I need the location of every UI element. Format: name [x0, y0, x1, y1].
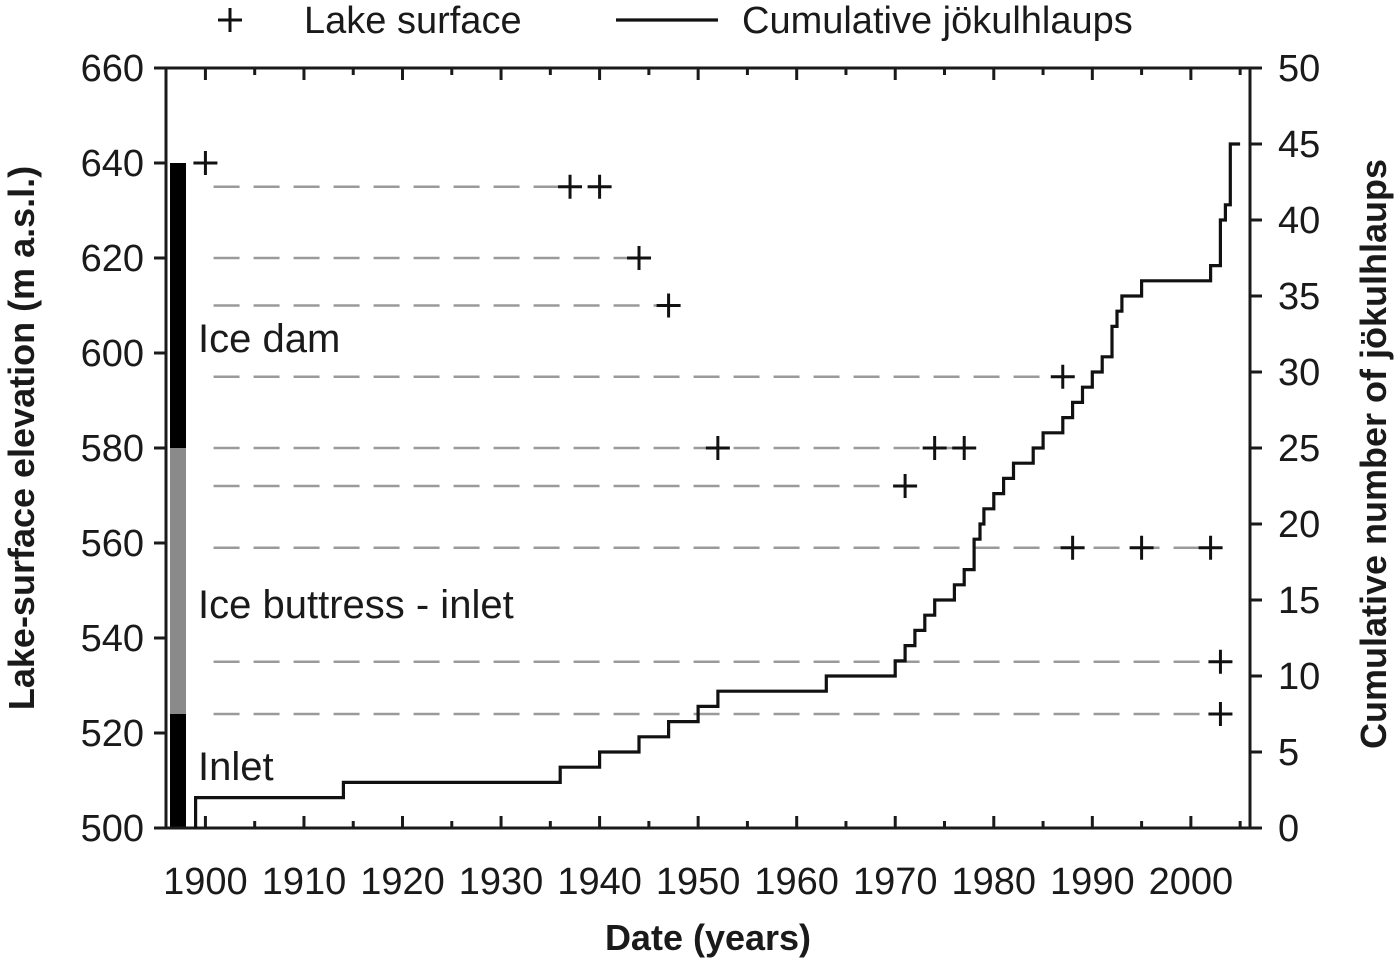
- x-tick-label-1960: 1960: [754, 861, 839, 903]
- y-axis-right-title: Cumulative number of jökulhlaups: [1353, 159, 1394, 749]
- zone-label-0: Ice dam: [198, 317, 340, 361]
- y-tick-label-520: 520: [81, 713, 144, 755]
- x-tick-label-2000: 2000: [1149, 861, 1234, 903]
- x-tick-label-1930: 1930: [459, 861, 544, 903]
- y-tick-label-640: 640: [81, 143, 144, 185]
- zone-label-2: Inlet: [198, 745, 274, 789]
- x-tick-label-1900: 1900: [163, 861, 248, 903]
- x-axis: 1900 1910 1920 1930 1940 1950 1960 1970 1980 1990…: [163, 68, 1242, 903]
- y-tick-label-560: 560: [81, 523, 144, 565]
- x-tick-label-1910: 1910: [262, 861, 347, 903]
- lake-surface-point-11: [1129, 535, 1154, 560]
- lake-surface-point-3: [627, 246, 652, 270]
- y-axis-left: 500 520 540 560 580 600 620 640 660: [81, 48, 166, 850]
- x-tick-label-1950: 1950: [656, 861, 741, 903]
- x-tick-label-1940: 1940: [557, 861, 642, 903]
- legend: Lake surface Cumulative jökulhlaups: [218, 0, 1133, 42]
- y2-tick-label-30: 30: [1278, 352, 1320, 394]
- lake-surface-point-14: [1208, 702, 1233, 726]
- lake-surface-point-1: [558, 174, 583, 199]
- y2-tick-label-35: 35: [1278, 276, 1320, 318]
- lake-surface-point-12: [1198, 535, 1223, 560]
- y2-tick-label-10: 10: [1278, 656, 1320, 698]
- series-cumulative-jokulhlaups: [194, 142, 1241, 828]
- lake-surface-point-9: [1050, 364, 1075, 389]
- x-tick-label-1970: 1970: [853, 861, 938, 903]
- legend-item-cumulative-jokulhlaups: Cumulative jökulhlaups: [616, 0, 1133, 42]
- lake-surface-point-8: [893, 474, 918, 498]
- y-tick-label-540: 540: [81, 618, 144, 660]
- zone-bar-0: [170, 163, 186, 448]
- lake-surface-point-2: [587, 174, 612, 199]
- y2-tick-label-0: 0: [1278, 808, 1299, 850]
- series-lake-surface: [193, 151, 1233, 726]
- y2-tick-label-25: 25: [1278, 428, 1320, 470]
- legend-item-lake-surface: Lake surface: [218, 0, 522, 42]
- lake-surface-point-6: [922, 436, 947, 460]
- lake-surface-point-4: [656, 293, 681, 318]
- y2-tick-label-5: 5: [1278, 732, 1299, 774]
- x-tick-label-1980: 1980: [952, 861, 1037, 903]
- zone-labels: Ice dam Ice buttress - inlet Inlet: [198, 317, 514, 789]
- lake-surface-point-10: [1060, 535, 1085, 560]
- x-axis-title: Date (years): [605, 917, 811, 958]
- zone-bars: [170, 163, 186, 828]
- y2-tick-label-20: 20: [1278, 504, 1320, 546]
- y2-tick-label-15: 15: [1278, 580, 1320, 622]
- legend-label-lake-surface: Lake surface: [304, 0, 522, 42]
- zone-bar-1: [170, 448, 186, 714]
- lake-surface-point-13: [1208, 649, 1233, 674]
- y-tick-label-500: 500: [81, 808, 144, 850]
- x-tick-label-1920: 1920: [360, 861, 445, 903]
- lake-surface-point-7: [952, 436, 977, 460]
- y-tick-label-620: 620: [81, 238, 144, 280]
- zone-label-1: Ice buttress - inlet: [198, 583, 514, 627]
- zone-bar-2: [170, 714, 186, 828]
- y2-tick-label-40: 40: [1278, 200, 1320, 242]
- y-axis-left-title: Lake-surface elevation (m a.s.l.): [1, 166, 42, 710]
- y-tick-label-660: 660: [81, 48, 144, 90]
- y-axis-right: 0 5 10 15 20 25 30 35 40 45 50: [1250, 48, 1320, 850]
- reference-lines: [213, 185, 1221, 716]
- legend-label-cumulative-jokulhlaups: Cumulative jökulhlaups: [742, 0, 1133, 42]
- y2-tick-label-50: 50: [1278, 48, 1320, 90]
- y2-tick-label-45: 45: [1278, 124, 1320, 166]
- y-tick-label-580: 580: [81, 428, 144, 470]
- y-tick-label-600: 600: [81, 333, 144, 375]
- plot-area: 1900 1910 1920 1930 1940 1950 1960 1970 1980 1990…: [81, 48, 1321, 903]
- lake-surface-point-0: [193, 151, 218, 175]
- x-tick-label-1990: 1990: [1050, 861, 1135, 903]
- lake-surface-point-5: [705, 436, 730, 460]
